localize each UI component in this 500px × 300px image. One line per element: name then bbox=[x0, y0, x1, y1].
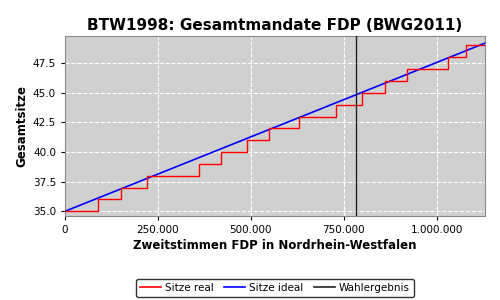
Sitze ideal bbox=[390, 78, 396, 82]
Sitze real bbox=[314, 115, 320, 118]
Sitze real bbox=[464, 44, 469, 47]
Line: Sitze ideal: Sitze ideal bbox=[65, 43, 485, 211]
Sitze ideal bbox=[482, 41, 488, 45]
Sitze real bbox=[118, 186, 124, 189]
Y-axis label: Gesamtsitze: Gesamtsitze bbox=[16, 85, 28, 167]
Sitze ideal bbox=[232, 142, 238, 145]
Sitze ideal bbox=[247, 135, 253, 139]
Sitze ideal bbox=[62, 209, 68, 213]
Sitze real bbox=[482, 44, 488, 47]
Sitze real bbox=[62, 209, 68, 213]
Sitze ideal bbox=[105, 192, 111, 196]
Sitze real bbox=[278, 127, 283, 130]
X-axis label: Zweitstimmen FDP in Nordrhein-Westfalen: Zweitstimmen FDP in Nordrhein-Westfalen bbox=[133, 239, 417, 252]
Title: BTW1998: Gesamtmandate FDP (BWG2011): BTW1998: Gesamtmandate FDP (BWG2011) bbox=[88, 18, 462, 33]
Sitze ideal bbox=[350, 94, 356, 98]
Sitze ideal bbox=[397, 75, 403, 79]
Sitze real bbox=[266, 138, 272, 142]
Sitze real bbox=[244, 138, 250, 142]
Legend: Sitze real, Sitze ideal, Wahlergebnis: Sitze real, Sitze ideal, Wahlergebnis bbox=[136, 279, 414, 297]
Sitze real bbox=[314, 115, 320, 118]
Line: Sitze real: Sitze real bbox=[65, 46, 485, 211]
